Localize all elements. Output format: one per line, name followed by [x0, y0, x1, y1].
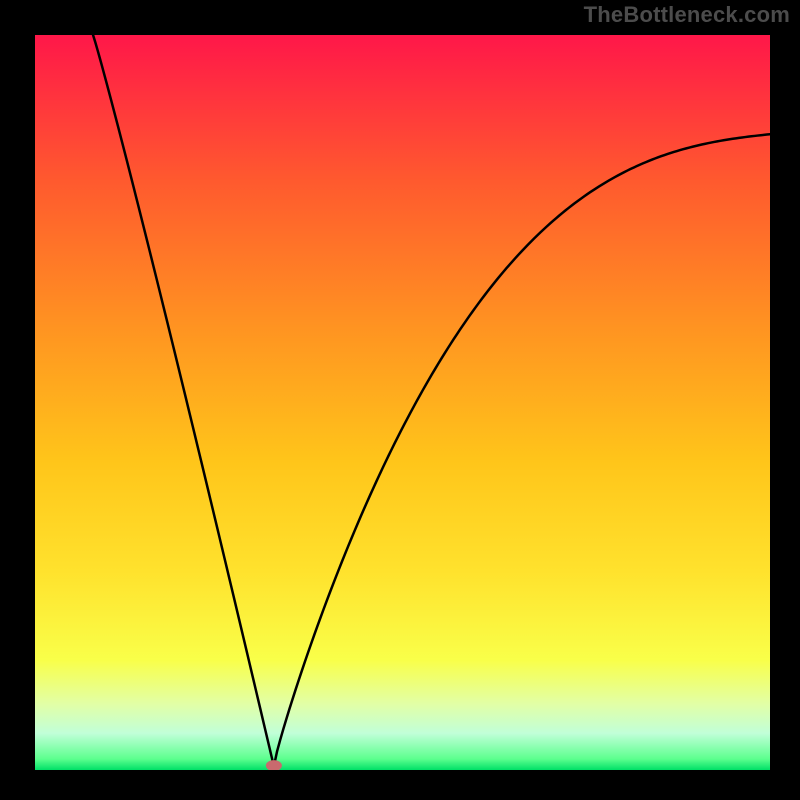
plot-area [35, 35, 770, 770]
chart-container: TheBottleneck.com [0, 0, 800, 800]
watermark-text: TheBottleneck.com [584, 2, 790, 28]
chart-svg [35, 35, 770, 770]
gradient-background [35, 35, 770, 770]
